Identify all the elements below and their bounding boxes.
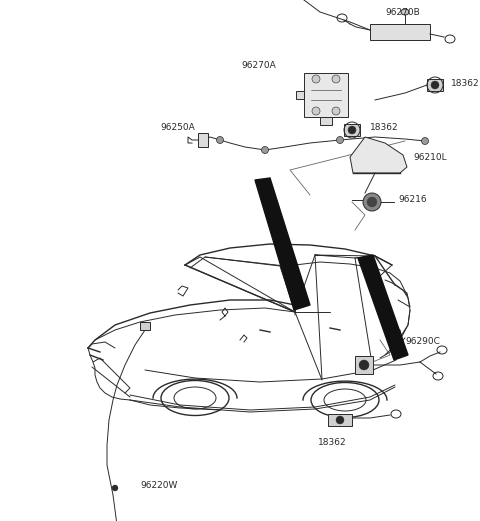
Polygon shape [358,255,408,360]
FancyBboxPatch shape [370,24,430,40]
Polygon shape [350,137,407,173]
Text: 18362: 18362 [370,123,398,132]
FancyBboxPatch shape [328,414,352,426]
Circle shape [359,360,369,370]
Text: 96270B: 96270B [385,8,420,17]
Circle shape [336,137,344,143]
Polygon shape [255,178,310,310]
Text: 96250A: 96250A [160,122,195,131]
Text: 96270A: 96270A [241,60,276,69]
FancyBboxPatch shape [427,79,443,91]
FancyBboxPatch shape [140,322,150,330]
Circle shape [431,81,439,89]
Circle shape [332,107,340,115]
FancyBboxPatch shape [296,91,304,99]
Text: 96216: 96216 [398,195,427,205]
Text: 18362: 18362 [318,438,346,447]
Circle shape [112,485,118,491]
Text: 96210L: 96210L [413,153,446,162]
FancyBboxPatch shape [355,356,373,374]
Circle shape [421,138,429,144]
Text: 96290C: 96290C [405,338,440,346]
FancyBboxPatch shape [198,133,208,147]
Circle shape [336,416,344,424]
Ellipse shape [401,9,409,15]
Circle shape [367,197,377,207]
FancyBboxPatch shape [320,117,332,125]
Circle shape [216,137,224,143]
Circle shape [348,126,356,134]
Circle shape [312,75,320,83]
FancyBboxPatch shape [344,124,360,136]
Text: 96220W: 96220W [140,480,178,490]
Circle shape [363,193,381,211]
FancyBboxPatch shape [304,73,348,117]
Circle shape [312,107,320,115]
Circle shape [332,75,340,83]
Circle shape [262,146,268,154]
Text: 18362: 18362 [451,79,480,88]
